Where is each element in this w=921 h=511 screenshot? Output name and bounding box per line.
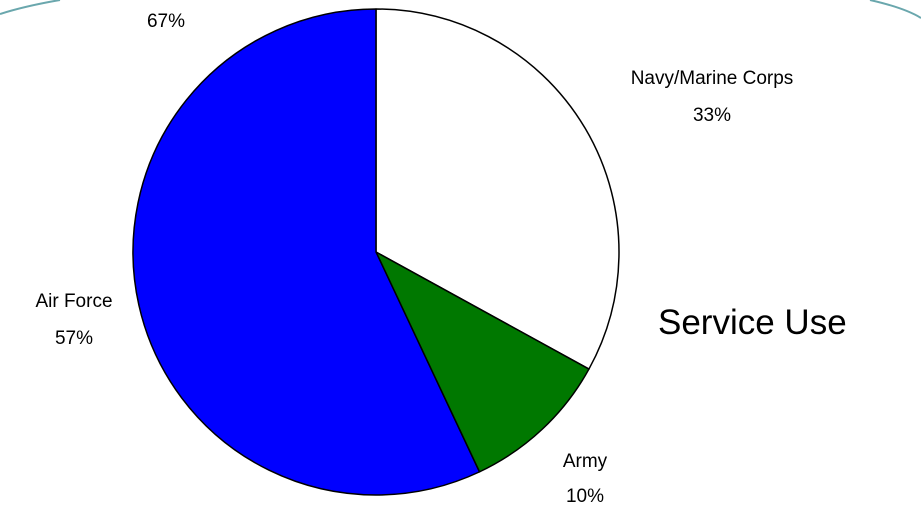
pie-slice-air-force (132, 8, 481, 496)
background-arc-right (869, 0, 921, 19)
slice-value-air-force: 57% (55, 328, 93, 349)
pie-slice-army (375, 251, 590, 473)
pie-slices (132, 8, 620, 496)
slice-value-army: 10% (566, 486, 604, 506)
pie-slice-navy-marine-corps (375, 8, 620, 370)
background-arc-left (0, 0, 61, 15)
fragment-percent-label: 67% (147, 11, 185, 32)
slice-label-army: Army (563, 451, 608, 472)
slice-label-navy-marine-corps: Navy/Marine Corps (631, 68, 794, 89)
slice-value-navy-marine-corps: 33% (693, 105, 731, 126)
slice-label-air-force: Air Force (35, 291, 112, 312)
chart-title: Service Use (658, 303, 847, 342)
